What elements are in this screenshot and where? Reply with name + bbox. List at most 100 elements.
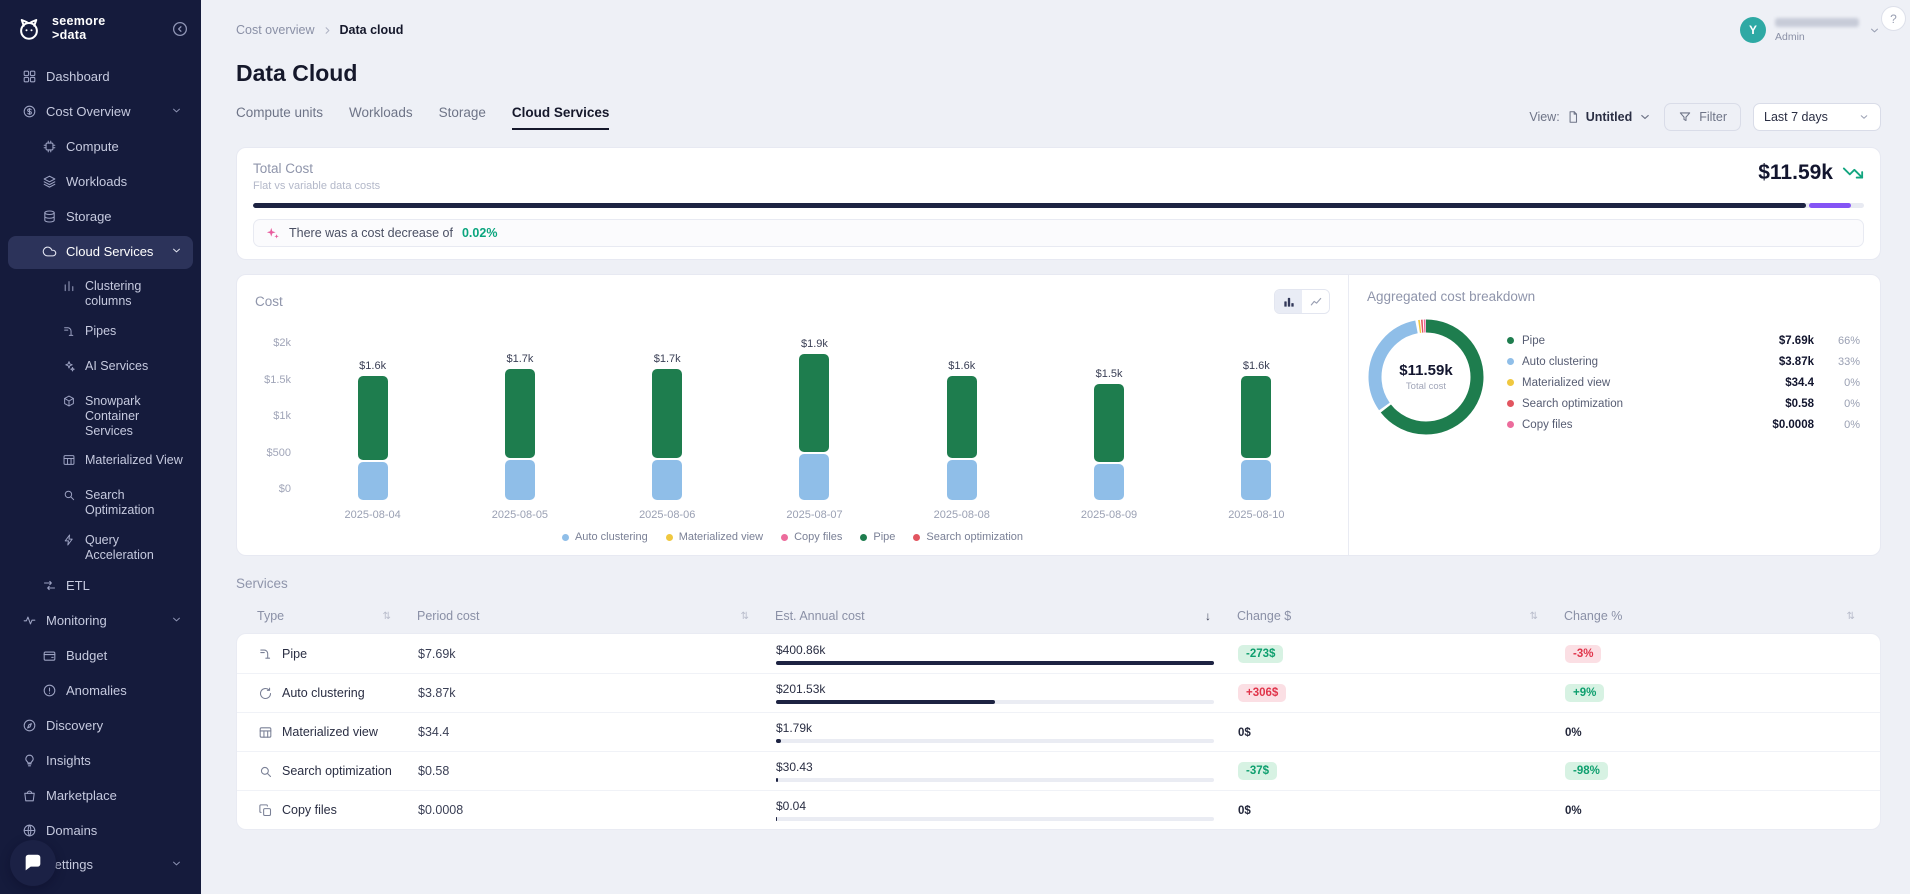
view-value: Untitled: [1585, 110, 1633, 124]
view-selector[interactable]: View: Untitled: [1529, 110, 1652, 124]
sidebar-item-compute[interactable]: Compute: [8, 131, 193, 164]
bar-group: $1.6k 2025-08-10: [1228, 328, 1284, 521]
service-row-auto-clustering[interactable]: Auto clustering $3.87k $201.53k +306$ +9…: [237, 673, 1880, 712]
sort-desc-icon[interactable]: ↓: [1205, 609, 1211, 623]
date-range-select[interactable]: Last 7 days: [1753, 103, 1881, 131]
total-cost-heading: Total Cost Flat vs variable data costs: [253, 161, 380, 192]
sidebar-item-cost-overview[interactable]: Cost Overview: [8, 96, 193, 129]
annual-cost-cell: $1.79k: [776, 721, 1238, 743]
legend-dot: [1507, 358, 1514, 365]
insight-text: There was a cost decrease of: [289, 226, 453, 240]
marketplace-icon: [24, 790, 35, 802]
filter-button[interactable]: Filter: [1664, 103, 1741, 131]
change-dollar-badge: 0$: [1238, 805, 1251, 817]
change-dollar-badge: -37$: [1238, 762, 1278, 780]
total-cost-card: Total Cost Flat vs variable data costs $…: [236, 147, 1881, 260]
cost-distribution-bar: [253, 203, 1864, 208]
bar-segment-pipe: [1241, 376, 1272, 459]
floating-widget-button[interactable]: ?: [1881, 6, 1906, 31]
annual-cost-bar-fill: [776, 739, 782, 743]
tabs: Compute units Workloads Storage Cloud Se…: [236, 104, 610, 130]
bar-date-label: 2025-08-05: [491, 509, 549, 521]
sidebar-item-insights[interactable]: Insights: [8, 745, 193, 778]
chevron-down-icon: [173, 108, 180, 113]
sidebar-item-anomalies[interactable]: Anomalies: [8, 675, 193, 708]
sidebar-nav: Dashboard Cost Overview Compute Workloads St…: [0, 52, 201, 894]
insights-icon: [25, 754, 34, 767]
search-icon: [260, 766, 272, 777]
sidebar-item-search-optimization[interactable]: Search Optimization: [8, 480, 193, 523]
breadcrumb-parent[interactable]: Cost overview: [236, 23, 315, 37]
y-tick-label: $1.5k: [264, 373, 291, 386]
column-header-period-cost[interactable]: Period cost ⇅: [417, 609, 749, 623]
sort-icon[interactable]: ⇅: [740, 610, 749, 622]
sidebar-item-monitoring[interactable]: Monitoring: [8, 605, 193, 638]
service-row-copy-files[interactable]: Copy files $0.0008 $0.04 0$ 0%: [237, 790, 1880, 829]
sidebar-item-workloads[interactable]: Workloads: [8, 166, 193, 199]
annual-cost-cell: $400.86k: [776, 643, 1238, 665]
tab-cloud-services[interactable]: Cloud Services: [511, 105, 610, 130]
sidebar-item-clustering-columns[interactable]: Clustering columns: [8, 271, 193, 314]
column-header-type[interactable]: Type ⇅: [257, 609, 391, 623]
annual-cost-cell: $201.53k: [776, 682, 1238, 704]
sort-icon[interactable]: ⇅: [382, 610, 391, 622]
line-chart-toggle[interactable]: [1302, 290, 1329, 313]
column-header-annual-cost[interactable]: Est. Annual cost ↓: [775, 609, 1211, 623]
annual-cost-bar: [776, 778, 1214, 782]
chat-launcher-button[interactable]: [10, 840, 56, 886]
sidebar-item-materialized-view[interactable]: Materialized View: [8, 445, 193, 478]
sidebar-item-etl[interactable]: ETL: [8, 570, 193, 603]
change-dollar-badge: 0$: [1238, 727, 1251, 739]
sidebar-item-dashboard[interactable]: Dashboard: [8, 61, 193, 94]
sidebar-item-discovery[interactable]: Discovery: [8, 710, 193, 743]
donut-center: $11.59k Total cost: [1367, 318, 1485, 436]
date-range-value: Last 7 days: [1764, 110, 1828, 124]
bar-segment-auto-clustering: [946, 460, 977, 500]
bar-segment-pipe: [504, 368, 535, 458]
tab-compute-units[interactable]: Compute units: [236, 104, 324, 120]
sidebar-item-storage[interactable]: Storage: [8, 201, 193, 234]
bar-segment-pipe: [652, 368, 683, 458]
sidebar-item-budget[interactable]: Budget: [8, 640, 193, 673]
dashboard-icon: [23, 70, 36, 83]
bar-group: $1.7k 2025-08-06: [639, 328, 695, 521]
sort-icon[interactable]: ⇅: [1529, 610, 1538, 622]
bar-chart-toggle[interactable]: [1275, 290, 1302, 313]
column-header-change-dollar[interactable]: Change $ ⇅: [1237, 609, 1538, 623]
sort-icon[interactable]: ⇅: [1846, 610, 1855, 622]
service-row-search-optimization[interactable]: Search optimization $0.58 $30.43 -37$ -9…: [237, 751, 1880, 790]
bar-segment-auto-clustering: [1094, 463, 1125, 500]
user-menu[interactable]: Y Admin: [1740, 17, 1881, 43]
sidebar-item-pipes[interactable]: Pipes: [8, 316, 193, 349]
chevron-down-icon: [173, 248, 180, 253]
seemore-logo-icon: [20, 19, 38, 40]
chevron-down-icon: [1641, 114, 1650, 120]
breakdown-title: Aggregated cost breakdown: [1367, 289, 1536, 304]
sidebar-item-query-acceleration[interactable]: Query Acceleration: [8, 525, 193, 568]
service-row-pipe[interactable]: Pipe $7.69k $400.86k -273$ -3%: [237, 634, 1880, 673]
annual-cost-bar-fill: [776, 660, 1214, 665]
tab-storage[interactable]: Storage: [438, 104, 486, 120]
sidebar-item-marketplace[interactable]: Marketplace: [8, 780, 193, 813]
sidebar-item-snowpark-container-services[interactable]: Snowpark Container Services: [8, 386, 193, 443]
service-row-materialized-view[interactable]: Materialized view $34.4 $1.79k 0$ 0%: [237, 712, 1880, 751]
sidebar-item-cloud-services[interactable]: Cloud Services: [8, 236, 193, 269]
y-tick-label: $0: [278, 483, 291, 495]
legend-dot: [1507, 421, 1514, 428]
bar-segment-auto-clustering: [652, 459, 683, 500]
sidebar-item-domains[interactable]: Domains: [8, 815, 193, 848]
legend-dot: [860, 533, 868, 541]
table-icon: [259, 726, 272, 738]
monitoring-icon: [23, 616, 36, 625]
anomalies-icon: [43, 684, 56, 697]
legend-dot: [913, 533, 921, 541]
bar-group: $1.6k 2025-08-08: [934, 328, 990, 521]
tab-workloads[interactable]: Workloads: [349, 104, 413, 120]
cost-chart-section: Cost $2k $1.5k $1k $500 $0 $1.6k 2025-08-04 $1…: [237, 275, 1348, 555]
sidebar-collapse-button[interactable]: [171, 20, 189, 38]
column-header-change-percent[interactable]: Change % ⇅: [1564, 609, 1855, 623]
cost-card: Cost $2k $1.5k $1k $500 $0 $1.6k 2025-08-04 $1…: [236, 274, 1881, 556]
bar-total-label: $1.6k: [1242, 360, 1270, 373]
sidebar-item-ai-services[interactable]: AI Services: [8, 351, 193, 384]
bar-date-label: 2025-08-08: [933, 509, 990, 521]
